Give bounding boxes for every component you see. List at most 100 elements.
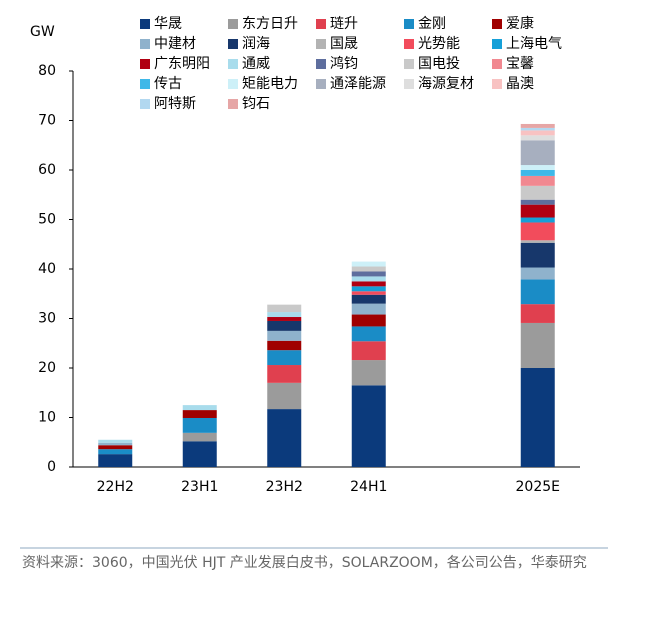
bar-segment xyxy=(520,123,555,128)
bar-segment xyxy=(351,286,386,292)
legend-label: 国晟 xyxy=(330,36,358,52)
legend-swatch xyxy=(404,39,414,49)
x-tick-label: 23H2 xyxy=(266,479,303,495)
bar-segment xyxy=(520,175,555,186)
legend-label: 爱康 xyxy=(506,15,534,32)
legend-swatch xyxy=(140,39,150,49)
bar-segment xyxy=(520,368,555,467)
bar-segment xyxy=(520,127,555,131)
y-axis-label: GW xyxy=(30,24,55,40)
x-tick-label: 23H1 xyxy=(181,479,218,495)
bar-segment xyxy=(520,170,555,176)
legend-swatch xyxy=(316,79,326,89)
bar-segment xyxy=(351,314,386,327)
legend-label: 晶澳 xyxy=(506,76,534,92)
legend-swatch xyxy=(492,39,502,49)
legend-label: 通威 xyxy=(242,56,270,72)
bar-segment xyxy=(520,140,555,166)
bar-segment xyxy=(351,303,386,315)
legend-label: 阿特斯 xyxy=(154,96,196,112)
x-tick-label: 24H1 xyxy=(350,479,387,495)
legend-swatch xyxy=(492,59,502,69)
bar-segment xyxy=(520,135,555,141)
bar-segment xyxy=(520,165,555,170)
legend-label: 钧石 xyxy=(242,96,270,112)
bar-segment xyxy=(98,445,133,450)
legend-swatch xyxy=(492,79,502,89)
bar-segment xyxy=(351,294,386,304)
legend-swatch xyxy=(140,59,150,69)
bar-segment xyxy=(520,185,555,200)
legend-swatch xyxy=(316,59,326,69)
bar-segment xyxy=(267,365,302,383)
legend-swatch xyxy=(228,19,238,29)
y-tick-label: 50 xyxy=(38,212,56,228)
bar-segment xyxy=(182,432,217,442)
bar-segment xyxy=(351,281,386,287)
legend-label: 宝馨 xyxy=(506,56,534,72)
source-note: 资料来源：3060，中国光伏 HJT 产业发展白皮书，SOLARZOOM，各公司… xyxy=(22,555,587,571)
y-tick-label: 10 xyxy=(38,410,56,426)
bar-segment xyxy=(520,204,555,218)
bar-segment xyxy=(98,449,133,455)
bar-segment xyxy=(267,330,302,341)
bar-segment xyxy=(267,304,302,313)
bar-segment xyxy=(267,340,302,351)
bar-segment xyxy=(520,130,555,136)
bar-segment xyxy=(520,304,555,323)
legend-swatch xyxy=(140,79,150,89)
legend-swatch xyxy=(228,99,238,109)
bar-segment xyxy=(520,322,555,368)
bar-segment xyxy=(267,350,302,366)
y-tick-label: 20 xyxy=(38,360,56,376)
legend-swatch xyxy=(316,39,326,49)
bar-segment xyxy=(267,382,302,410)
legend-label: 通泽能源 xyxy=(330,76,386,92)
legend-label: 国电投 xyxy=(418,56,460,72)
legend-swatch xyxy=(404,59,414,69)
legend-label: 中建材 xyxy=(154,36,196,52)
legend-swatch xyxy=(316,19,326,29)
legend-swatch xyxy=(492,19,502,29)
legend-label: 海源复材 xyxy=(418,75,474,92)
bar-segment xyxy=(520,199,555,205)
y-tick-label: 0 xyxy=(47,459,56,475)
legend-label: 矩能电力 xyxy=(242,76,298,92)
bar-segment xyxy=(98,439,133,443)
legend-swatch xyxy=(404,79,414,89)
y-tick-label: 60 xyxy=(38,162,56,178)
bar-segment xyxy=(351,385,386,467)
bar-segment xyxy=(351,360,386,386)
bar-segment xyxy=(351,261,386,267)
legend-label: 光势能 xyxy=(418,36,460,52)
bar-segment xyxy=(351,271,386,277)
legend-swatch xyxy=(228,39,238,49)
x-tick-label: 22H2 xyxy=(97,479,134,495)
bar-segment xyxy=(351,326,386,342)
bar-segment xyxy=(351,291,386,295)
bar-segment xyxy=(351,341,386,361)
bar-segment xyxy=(182,417,217,433)
legend-label: 琏升 xyxy=(330,16,358,32)
legend-swatch xyxy=(228,59,238,69)
bar-segment xyxy=(520,240,555,243)
bar-segment xyxy=(182,441,217,467)
legend-swatch xyxy=(228,79,238,89)
bar-segment xyxy=(267,317,302,321)
y-tick-label: 40 xyxy=(38,261,56,277)
bar-segment xyxy=(351,276,386,282)
bar-segment xyxy=(520,217,555,223)
legend-label: 广东明阳 xyxy=(154,56,210,72)
bar-segment xyxy=(520,222,555,241)
bar-segment xyxy=(182,410,217,418)
x-tick-label: 2025E xyxy=(516,479,560,495)
legend-label: 华晟 xyxy=(154,16,182,32)
bar-segment xyxy=(267,409,302,467)
legend-swatch xyxy=(140,99,150,109)
bar-segment xyxy=(182,405,217,411)
legend-label: 东方日升 xyxy=(242,16,298,32)
legend-label: 鸿钧 xyxy=(330,55,358,72)
bar-segment xyxy=(520,267,555,280)
legend-swatch xyxy=(404,19,414,29)
